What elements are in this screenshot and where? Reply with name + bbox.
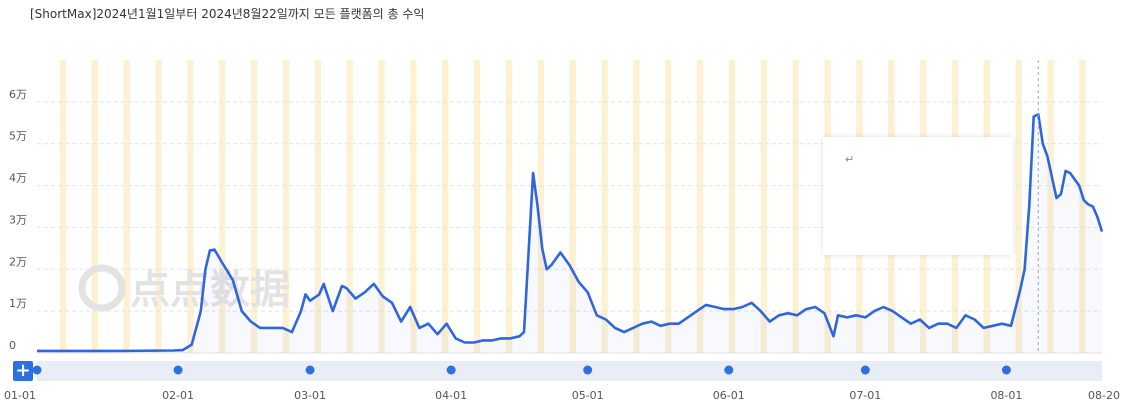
background-bar: [1015, 60, 1022, 353]
x-tick-label: 08-01: [990, 389, 1022, 402]
background-bar: [410, 60, 417, 353]
background-bar: [792, 60, 799, 353]
y-tick-label: 6万: [9, 88, 27, 101]
x-tick-label: 04-01: [435, 389, 467, 402]
background-bar: [59, 60, 67, 353]
zoom-slider: [32, 361, 1102, 381]
x-tick-label: 01-01: [4, 389, 36, 402]
y-axis: 0 1万 2万 3万 4万 5万 6万: [9, 88, 27, 352]
series-area: [37, 114, 1102, 354]
zoom-add-button[interactable]: +: [13, 361, 33, 381]
y-tick-label: 1万: [9, 297, 27, 310]
background-bar: [1047, 60, 1054, 353]
background-bar: [346, 60, 353, 353]
watermark-logo: 点点数据: [130, 267, 290, 313]
background-bar: [1079, 60, 1086, 353]
background-bar: [696, 60, 704, 353]
y-tick-label: 2万: [9, 255, 27, 268]
background-bar: [537, 60, 545, 353]
series-line: [37, 113, 1104, 353]
x-tick-label: 08-20: [1088, 389, 1120, 402]
background-bar: [442, 60, 449, 353]
background-bar: [601, 60, 608, 353]
background-bar: [187, 60, 194, 353]
background-bar: [91, 60, 98, 353]
slider-dot[interactable]: [583, 365, 593, 375]
slider-dot[interactable]: [724, 365, 734, 375]
slider-dot[interactable]: [1001, 365, 1011, 375]
background-bar: [123, 60, 130, 353]
tooltip-box: ↵: [823, 137, 1013, 255]
background-bar: [633, 60, 640, 353]
x-tick-label: 06-01: [713, 389, 745, 402]
background-bar: [473, 60, 481, 353]
y-tick-label: 0: [9, 339, 16, 352]
x-tick-label: 07-01: [849, 389, 881, 402]
slider-dot[interactable]: [446, 365, 456, 375]
background-bar: [728, 60, 736, 353]
slider-dot[interactable]: [32, 365, 42, 375]
background-bar: [155, 60, 162, 353]
background-bar: [760, 60, 768, 353]
tooltip-return-icon: ↵: [845, 153, 855, 166]
background-bar: [569, 60, 576, 353]
y-tick-label: 5万: [9, 130, 27, 143]
slider-dot[interactable]: [305, 365, 315, 375]
gridlines: [37, 101, 1102, 354]
slider-dot[interactable]: [860, 365, 870, 375]
slider-track[interactable]: [37, 361, 1102, 381]
background-bar: [665, 60, 672, 353]
y-tick-label: 4万: [9, 172, 27, 185]
y-tick-label: 3万: [9, 213, 27, 226]
background-bar: [314, 60, 321, 353]
background-bar: [219, 60, 226, 353]
background-bar: [282, 60, 290, 353]
x-axis: 01-01 02-01 03-01 04-01 05-01 06-01 07-01 08-01…: [4, 389, 1120, 402]
slider-dot[interactable]: [173, 365, 183, 375]
watermark-logo-mark: [78, 264, 126, 312]
background-bar: [378, 60, 385, 353]
chart-title: [ShortMax]2024년1월1일부터 2024년8월22일까지 모든 플랫…: [30, 7, 425, 21]
x-tick-label: 05-01: [572, 389, 604, 402]
background-bar: [250, 60, 258, 353]
background-bar: [505, 60, 513, 353]
x-tick-label: 03-01: [294, 389, 326, 402]
x-tick-label: 02-01: [162, 389, 194, 402]
